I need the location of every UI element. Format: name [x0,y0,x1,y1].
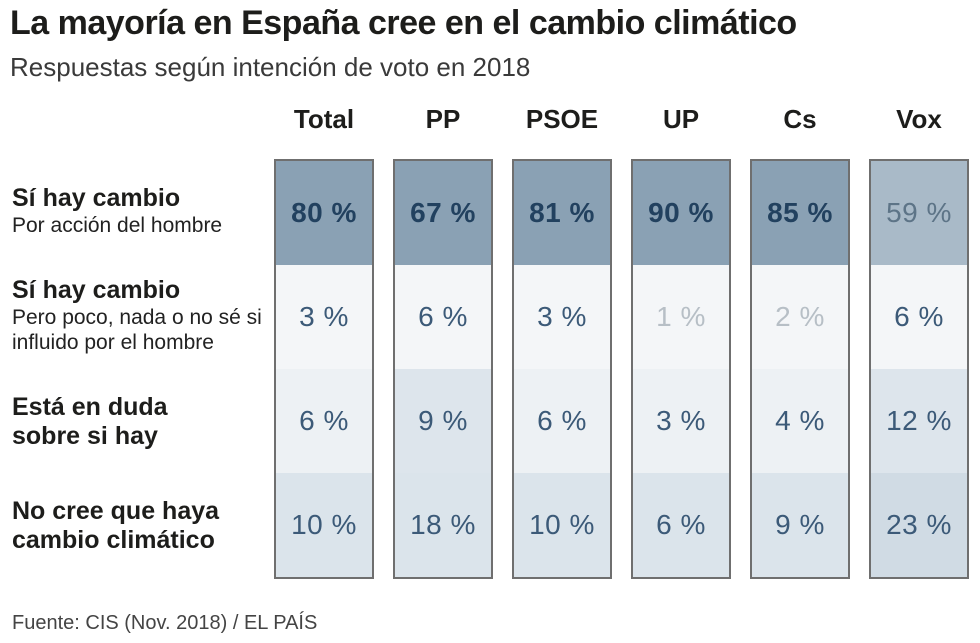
value-cell-cs-row-0: 85 % [752,161,848,265]
column-header-psoe: PSOE [525,104,599,134]
value-cell-up-row-3: 6 % [633,473,729,577]
value-cell-vox-row-2: 12 % [871,369,967,473]
row-label-main: No cree que haya cambio climático [12,497,220,554]
column-header-pp: PP [425,104,461,134]
row-label-human-caused: Sí hay cambio Por acción del hombre [12,184,267,238]
column-psoe: 81 % 3 % 6 % 10 % [512,159,612,579]
column-header-up: UP [662,104,700,134]
column-header-cs: Cs [783,104,817,134]
value-cell-cs-row-2: 4 % [752,369,848,473]
column-header-total: Total [293,104,355,134]
column-up: 90 % 1 % 3 % 6 % [631,159,731,579]
row-label-in-doubt: Está en duda sobre si hay [12,393,212,451]
chart-title: La mayoría en España cree en el cambio c… [10,4,797,42]
row-label-main: Está en duda sobre si hay [12,393,168,450]
value-cell-vox-row-3: 23 % [871,473,967,577]
value-cell-up-row-1: 1 % [633,265,729,369]
value-cell-psoe-row-2: 6 % [514,369,610,473]
value-cell-total-row-2: 6 % [276,369,372,473]
column-total: 80 % 3 % 6 % 10 % [274,159,374,579]
value-cell-psoe-row-1: 3 % [514,265,610,369]
row-label-sub: Pero poco, nada o no sé si influido por … [12,306,262,354]
value-cell-pp-row-2: 9 % [395,369,491,473]
value-cell-pp-row-0: 67 % [395,161,491,265]
value-cell-vox-row-0: 59 % [871,161,967,265]
chart-subtitle: Respuestas según intención de voto en 20… [10,52,531,82]
value-cell-up-row-2: 3 % [633,369,729,473]
value-cell-psoe-row-0: 81 % [514,161,610,265]
row-label-no-change: No cree que haya cambio climático [12,497,257,555]
column-vox: 59 % 6 % 12 % 23 % [869,159,969,579]
row-label-main: Sí hay cambio [12,276,181,304]
value-cell-pp-row-3: 18 % [395,473,491,577]
value-cell-pp-row-1: 6 % [395,265,491,369]
value-cell-total-row-0: 80 % [276,161,372,265]
value-cell-up-row-0: 90 % [633,161,729,265]
value-cell-total-row-3: 10 % [276,473,372,577]
value-cell-psoe-row-3: 10 % [514,473,610,577]
column-cs: 85 % 2 % 4 % 9 % [750,159,850,579]
column-header-vox: Vox [896,104,942,134]
row-label-sub: Por acción del hombre [12,214,223,237]
row-label-main: Sí hay cambio [12,184,181,212]
source-note: Fuente: CIS (Nov. 2018) / EL PAÍS [12,612,318,634]
row-label-unsure-cause: Sí hay cambio Pero poco, nada o no sé si… [12,276,267,355]
value-cell-total-row-1: 3 % [276,265,372,369]
value-cell-cs-row-1: 2 % [752,265,848,369]
value-cell-cs-row-3: 9 % [752,473,848,577]
value-cell-vox-row-1: 6 % [871,265,967,369]
column-pp: 67 % 6 % 9 % 18 % [393,159,493,579]
